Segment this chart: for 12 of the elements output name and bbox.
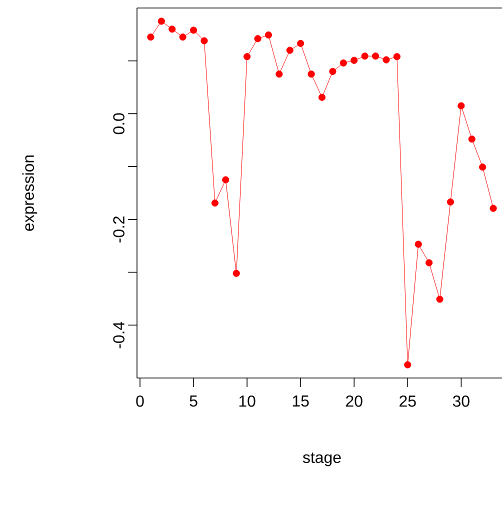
y-axis-title: expression [22, 156, 38, 231]
y-tick-label: -0.2 [113, 216, 124, 242]
x-tick-label: 5 [190, 396, 198, 407]
x-axis-title: stage [302, 452, 341, 466]
x-tick-label: 25 [400, 396, 416, 407]
x-tick-label: 20 [346, 396, 362, 407]
x-tick-label: 10 [239, 396, 256, 407]
x-tick-label: 30 [452, 396, 470, 407]
x-tick-label: 0 [136, 396, 144, 407]
y-tick-label: 0.0 [113, 113, 124, 134]
x-tick-label: 15 [292, 396, 309, 407]
y-tick-label: -0.4 [113, 322, 124, 348]
